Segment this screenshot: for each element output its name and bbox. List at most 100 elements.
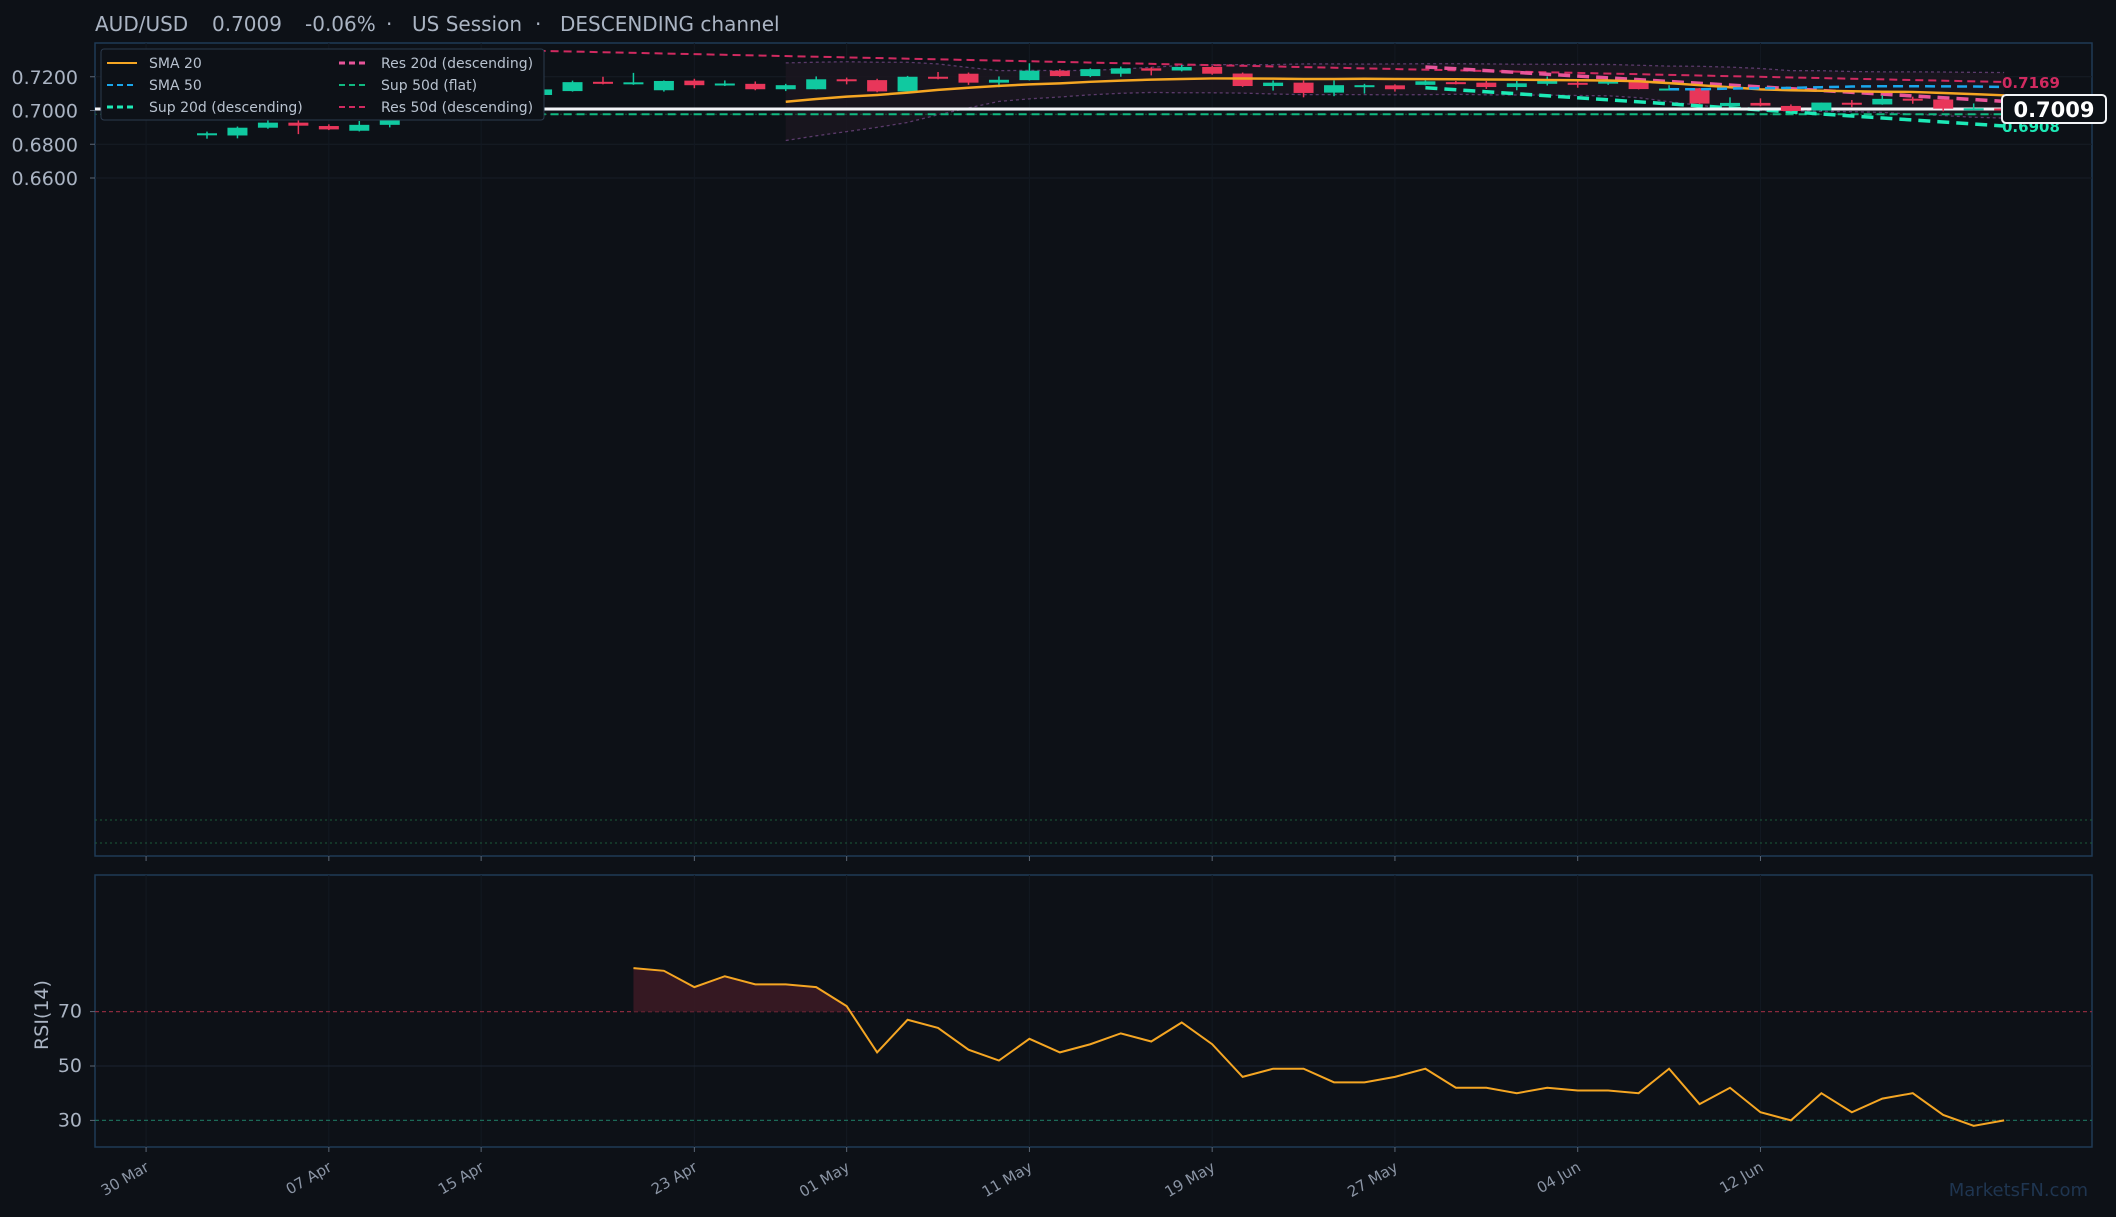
candle xyxy=(1263,80,1284,91)
candle xyxy=(227,126,248,139)
chart-title: AUD/USD 0.7009 -0.06% US Session DESCENDING … xyxy=(95,12,780,36)
candle xyxy=(806,76,827,90)
candle-body xyxy=(197,133,217,136)
candle-body xyxy=(1598,80,1619,84)
title-session: US Session xyxy=(412,12,522,36)
candle-body xyxy=(1080,69,1101,77)
rsi-tick-label: 50 xyxy=(58,1055,82,1077)
candle xyxy=(928,72,949,80)
y-tick-label: 0.7200 xyxy=(12,67,78,89)
candle-body xyxy=(288,122,309,126)
candle xyxy=(1293,80,1314,98)
candle-body xyxy=(1963,108,1984,111)
sma50-line xyxy=(1669,84,2005,91)
title-separator: · xyxy=(386,12,392,36)
y-tick-label: 0.7000 xyxy=(12,101,78,123)
candle-body xyxy=(867,80,888,92)
candle-body xyxy=(1811,102,1832,111)
legend: SMA 20 Res 20d (descending) SMA 50 Sup 50d … xyxy=(100,48,545,121)
legend-label-res50: Res 50d (descending) xyxy=(381,100,533,116)
candle xyxy=(1872,95,1893,105)
legend-label-sup20: Sup 20d (descending) xyxy=(149,100,303,116)
candle xyxy=(1476,80,1497,89)
rsi-axis-label: RSI(14) xyxy=(31,980,53,1050)
x-tick-label: 19 May xyxy=(1162,1158,1219,1201)
candle xyxy=(592,76,613,85)
candle xyxy=(1780,104,1801,112)
legend-box xyxy=(100,48,545,121)
candle-body xyxy=(1841,102,1862,105)
title-symbol: AUD/USD xyxy=(95,12,188,36)
x-tick-label: 12 Jun xyxy=(1716,1158,1766,1197)
candle xyxy=(318,124,339,131)
x-tick-label: 07 Apr xyxy=(283,1157,336,1198)
candle xyxy=(1902,96,1923,104)
candle xyxy=(1232,72,1253,87)
candle-body xyxy=(1415,81,1436,85)
x-tick-label: 11 May xyxy=(979,1158,1036,1201)
candle-body xyxy=(1354,85,1375,88)
candle-body xyxy=(1049,70,1070,77)
candle-body xyxy=(1628,80,1649,90)
title-channel: DESCENDING channel xyxy=(560,12,780,36)
candle xyxy=(1110,66,1131,77)
candle-body xyxy=(1689,88,1710,104)
candle xyxy=(1841,100,1862,108)
candle xyxy=(1750,98,1771,107)
y-tick-label: 0.6800 xyxy=(12,134,78,156)
candle-body xyxy=(684,80,705,86)
rsi-tick-label: 30 xyxy=(58,1109,82,1131)
candle-body xyxy=(958,73,979,83)
candle-body xyxy=(1141,68,1162,71)
sma20-line xyxy=(785,77,2005,103)
candle-body xyxy=(1171,66,1192,71)
candle xyxy=(1445,80,1466,85)
candle xyxy=(288,120,309,135)
current-price-label: 0.7009 xyxy=(2013,98,2094,122)
current-price-box xyxy=(2001,93,2107,124)
candle-body xyxy=(1445,82,1466,85)
candle-body xyxy=(928,76,949,79)
candle xyxy=(1506,80,1527,91)
candle xyxy=(562,80,583,92)
candle xyxy=(349,120,370,132)
res50-line xyxy=(511,49,2005,83)
price-panel xyxy=(94,42,2093,857)
rsi-series: 70 50 30 xyxy=(58,967,2092,1131)
candle-body xyxy=(592,81,613,84)
x-tick-label: 27 May xyxy=(1344,1158,1401,1201)
candle-body xyxy=(1750,102,1771,106)
sup20-line xyxy=(1425,85,2005,128)
candle-body xyxy=(1720,102,1740,107)
candle xyxy=(867,78,888,93)
candle-body xyxy=(1110,68,1131,74)
bollinger-lower xyxy=(785,91,2005,142)
candle xyxy=(1080,68,1101,78)
axis-ticks: 0.72000.70000.68000.66000.71690.70540.69… xyxy=(12,67,2107,1201)
y-tick-label: 0.6600 xyxy=(12,168,78,190)
candle-body xyxy=(1537,79,1558,84)
candle xyxy=(745,81,766,91)
candle xyxy=(836,77,857,85)
candle xyxy=(1963,103,1984,111)
moving-averages xyxy=(785,77,2005,103)
res20-line xyxy=(1425,65,2005,104)
candle xyxy=(1141,67,1162,76)
candle-body xyxy=(806,79,827,90)
legend-label-res20: Res 20d (descending) xyxy=(381,56,533,72)
candle-body xyxy=(1232,73,1253,87)
candle xyxy=(1720,97,1740,107)
candle-body xyxy=(653,80,674,91)
x-tick-label: 04 Jun xyxy=(1534,1158,1584,1197)
candle xyxy=(714,80,735,87)
grid xyxy=(95,43,2092,1147)
candle-body xyxy=(562,82,583,92)
candle-body xyxy=(1567,82,1588,85)
candle xyxy=(197,131,217,139)
candle-body xyxy=(897,76,918,92)
candle xyxy=(775,83,796,92)
res50-value-label: 0.7169 xyxy=(2002,74,2060,92)
candle-body xyxy=(775,85,796,90)
watermark: MarketsFN.com xyxy=(1949,1180,2088,1201)
